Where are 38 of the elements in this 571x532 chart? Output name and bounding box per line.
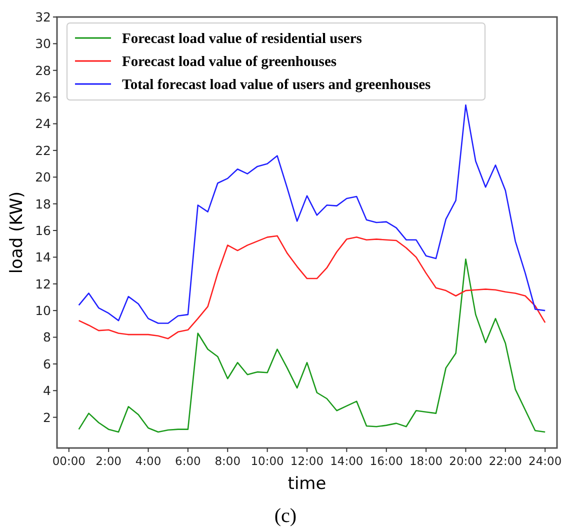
legend-label: Total forecast load value of users and greenhouses	[122, 77, 432, 93]
line-series	[78, 258, 546, 433]
y-tick-label: 6	[43, 356, 52, 372]
x-tick-label: 18:00	[409, 454, 443, 468]
x-tick-label: 20:00	[449, 454, 482, 468]
text: (c)	[274, 505, 297, 527]
y-tick-label: 8	[43, 330, 52, 345]
x-tick-label: 8:00	[214, 454, 241, 468]
y-tick-label: 18	[35, 196, 52, 212]
y-tick-label: 32	[35, 10, 51, 24]
y-tick-label: 20	[35, 170, 52, 185]
y-tick-label: 26	[35, 90, 52, 105]
line-series	[78, 104, 546, 324]
x-tick-label: 12:00	[290, 454, 324, 468]
x-tick-label: 16:00	[370, 454, 403, 468]
y-tick-label: 22	[35, 142, 51, 158]
legend-label: Forecast load value of greenhouses	[122, 54, 337, 70]
x-tick-label: 2:00	[96, 454, 122, 468]
x-tick-label: 4:00	[135, 454, 162, 468]
x-tick-label: 14:00	[330, 454, 364, 468]
y-tick-label: 4	[43, 383, 52, 398]
y-tick-label: 30	[35, 36, 52, 52]
y-tick-label: 12	[35, 276, 51, 292]
x-tick-label: 22:00	[488, 454, 522, 468]
y-tick-label: 16	[35, 223, 52, 238]
y-tick-label: 24	[35, 116, 52, 132]
x-tick-label: 6:00	[175, 454, 201, 468]
y-tick-label: 10	[35, 303, 52, 318]
x-axis-title: time	[288, 474, 326, 494]
y-tick-label: 14	[35, 250, 52, 265]
x-tick-label: 24:00	[528, 454, 562, 468]
y-tick-label: 2	[43, 410, 51, 425]
y-tick-label: 28	[35, 62, 52, 78]
y-axis-title: load (KW)	[7, 191, 27, 274]
x-tick-label: 10:00	[250, 454, 284, 468]
x-tick-label: 00:00	[52, 454, 86, 468]
line-series	[78, 235, 546, 340]
legend-label: Forecast load value of residential users	[122, 31, 362, 47]
